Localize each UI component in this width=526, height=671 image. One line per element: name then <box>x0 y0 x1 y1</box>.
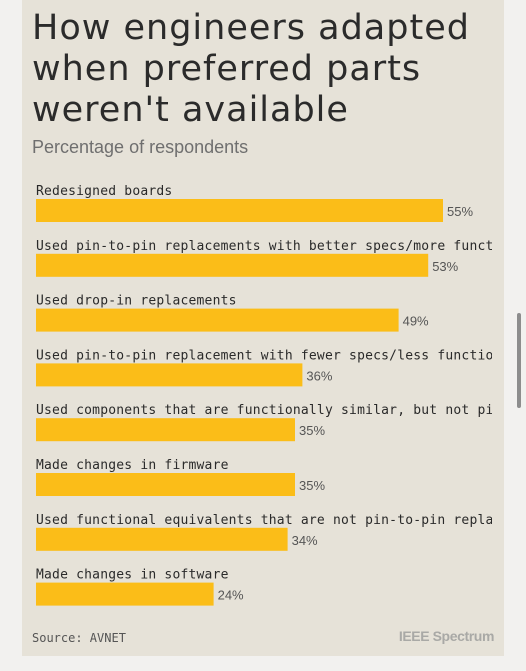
ieee-spectrum-logo: IEEE Spectrum <box>398 628 495 644</box>
category-label: Used drop-in replacements <box>36 294 237 309</box>
value-label: 35% <box>299 478 325 493</box>
bar <box>36 582 214 606</box>
value-label: 35% <box>299 423 325 438</box>
category-label: Made changes in firmware <box>36 458 229 473</box>
value-label: 36% <box>306 368 332 383</box>
chart-title: How engineers adapted when preferred par… <box>32 8 470 130</box>
scrollbar[interactable] <box>517 313 521 408</box>
value-label: 34% <box>292 533 318 548</box>
bar <box>36 527 288 551</box>
bar-chart: Redesigned boards 55% Used pin-to-pin repl… <box>36 184 504 606</box>
bar <box>36 363 303 387</box>
chart-card: How engineers adapted when preferred par… <box>22 0 504 656</box>
value-label: 49% <box>403 314 429 329</box>
category-label: Used components that are functionally si… <box>36 403 504 418</box>
bar <box>36 199 443 222</box>
value-label: 24% <box>218 588 244 603</box>
source-note: Source: AVNET <box>32 631 126 645</box>
category-label: Made changes in software <box>36 568 229 583</box>
bar <box>36 473 295 496</box>
bar <box>36 308 399 332</box>
category-label: Used functional equivalents that are not… <box>36 513 504 528</box>
bar <box>36 418 295 442</box>
category-label: Redesigned boards <box>36 184 172 199</box>
bars-group: Redesigned boards 55% Used pin-to-pin repl… <box>36 184 504 606</box>
bar <box>36 253 429 277</box>
category-label: Used pin-to-pin replacement with fewer s… <box>36 348 504 363</box>
value-label: 55% <box>447 204 473 219</box>
chart-subtitle: Percentage of respondents <box>32 137 249 157</box>
value-label: 53% <box>432 259 458 274</box>
category-label: Used pin-to-pin replacements with better… <box>36 239 504 254</box>
